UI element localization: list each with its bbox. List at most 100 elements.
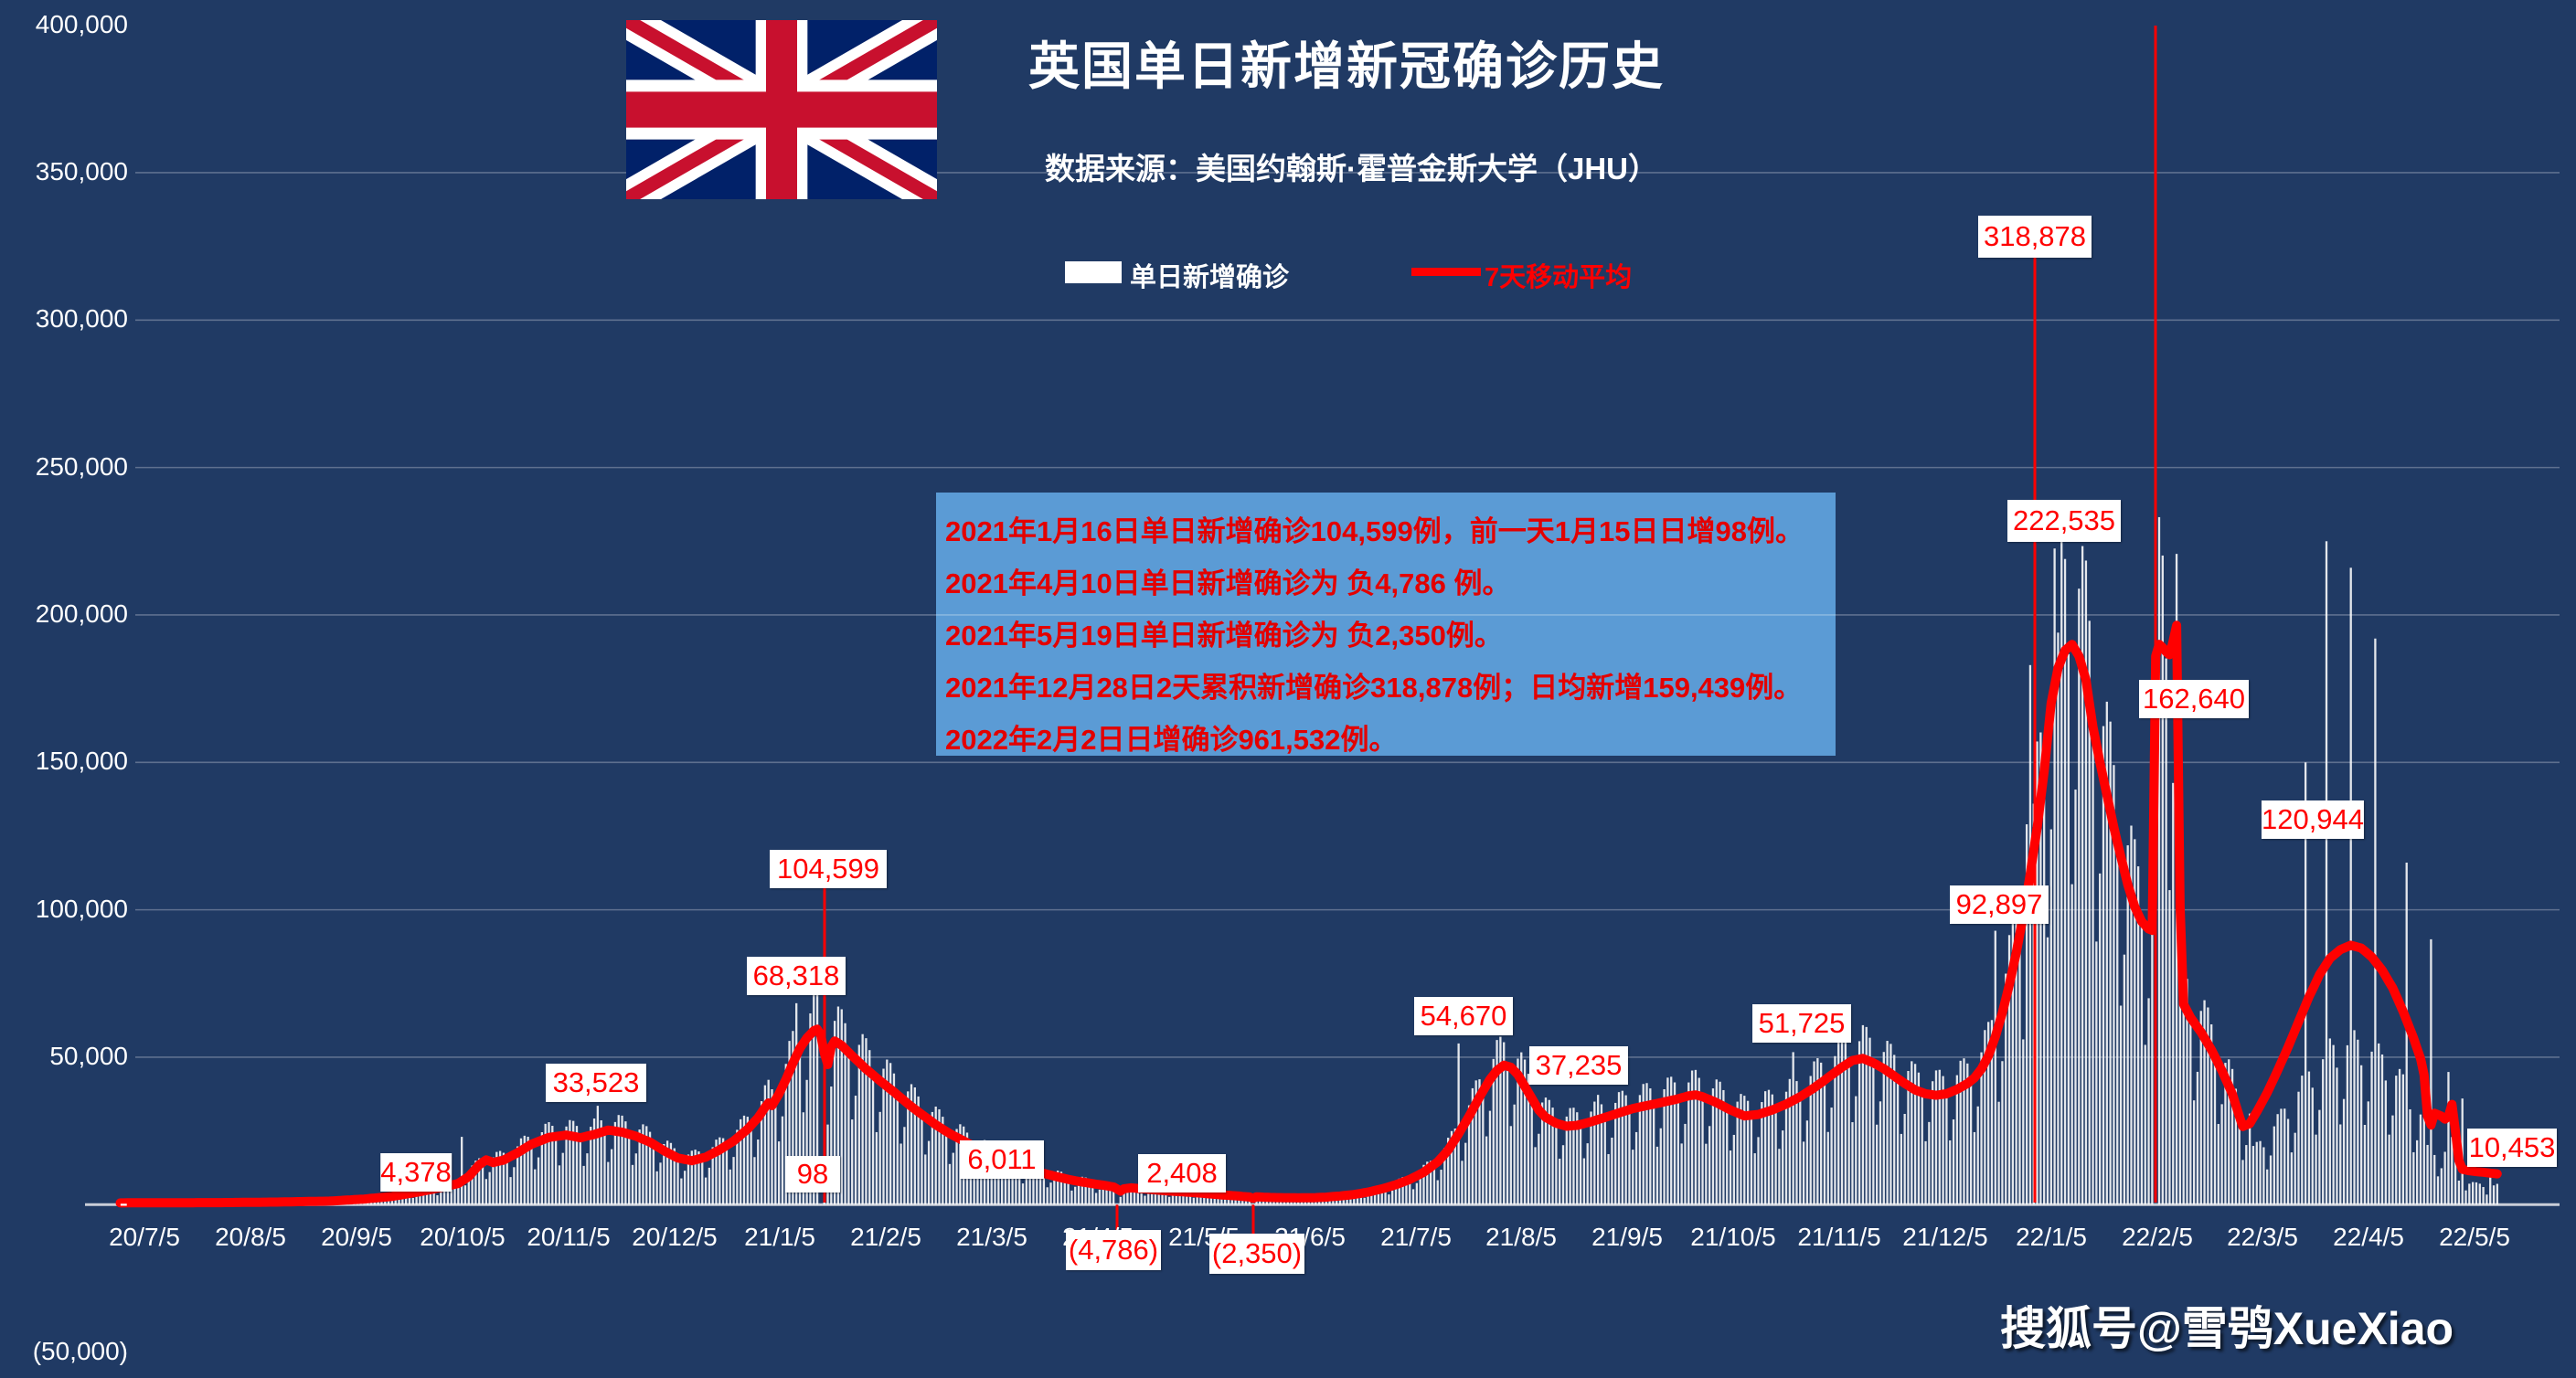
daily-bar bbox=[774, 1100, 777, 1205]
daily-bar bbox=[669, 1142, 673, 1205]
daily-bar bbox=[290, 1203, 293, 1205]
daily-bar bbox=[1711, 1088, 1715, 1205]
daily-bar bbox=[2067, 653, 2070, 1205]
daily-bar bbox=[1317, 1199, 1321, 1205]
daily-bar bbox=[579, 1138, 581, 1205]
daily-bar bbox=[2283, 1108, 2286, 1205]
daily-bar bbox=[2269, 1155, 2273, 1205]
daily-bar bbox=[844, 1023, 846, 1205]
daily-bar bbox=[2070, 884, 2073, 1205]
daily-bar bbox=[394, 1194, 397, 1205]
daily-bar bbox=[1109, 1182, 1112, 1205]
daily-bar bbox=[314, 1203, 317, 1205]
daily-bar bbox=[857, 1044, 860, 1205]
daily-bar bbox=[1680, 1143, 1683, 1205]
daily-bar bbox=[544, 1123, 547, 1205]
daily-bar bbox=[463, 1185, 467, 1205]
daily-bar bbox=[2134, 839, 2136, 1205]
daily-bar bbox=[2276, 1114, 2279, 1205]
daily-bar bbox=[1736, 1101, 1739, 1205]
x-tick-label: 21/3/5 bbox=[956, 1223, 1027, 1251]
daily-bar bbox=[478, 1158, 481, 1205]
daily-bar bbox=[1761, 1102, 1763, 1205]
daily-bar bbox=[2401, 1074, 2405, 1205]
daily-bar bbox=[415, 1195, 418, 1205]
daily-bar bbox=[1987, 1022, 1990, 1205]
y-tick-label: 200,000 bbox=[35, 599, 128, 628]
daily-bar bbox=[1074, 1186, 1077, 1205]
daily-bar bbox=[519, 1138, 523, 1205]
daily-bar bbox=[167, 1203, 171, 1205]
daily-bar bbox=[2241, 1160, 2244, 1205]
daily-bar bbox=[732, 1157, 735, 1205]
daily-bar bbox=[171, 1203, 174, 1205]
daily-bar bbox=[721, 1138, 725, 1205]
daily-bar bbox=[1565, 1116, 1568, 1205]
daily-bar bbox=[847, 1054, 850, 1205]
daily-bar bbox=[1634, 1131, 1638, 1205]
daily-bar bbox=[1126, 1186, 1129, 1205]
daily-bar bbox=[1405, 1176, 1408, 1205]
daily-bar bbox=[1070, 1190, 1073, 1205]
daily-bar bbox=[150, 1203, 153, 1205]
data-callout: 6,011 bbox=[960, 1140, 1044, 1179]
y-tick-label: 400,000 bbox=[35, 10, 128, 38]
daily-bar bbox=[2228, 1059, 2230, 1205]
daily-bar bbox=[1098, 1189, 1102, 1205]
daily-bar bbox=[1952, 1119, 1955, 1205]
daily-bar bbox=[1830, 1108, 1833, 1205]
daily-bar bbox=[272, 1202, 275, 1205]
daily-bar bbox=[457, 1183, 460, 1205]
daily-bar bbox=[680, 1178, 683, 1205]
daily-bar bbox=[1655, 1146, 1659, 1205]
daily-bar bbox=[2357, 1039, 2359, 1205]
daily-bar bbox=[2475, 1182, 2478, 1205]
daily-bar bbox=[1997, 1101, 2000, 1205]
daily-bar bbox=[1840, 1035, 1844, 1205]
daily-bar bbox=[1896, 1079, 1900, 1205]
daily-bar bbox=[146, 1203, 150, 1205]
daily-bar bbox=[1283, 1196, 1286, 1205]
daily-bar bbox=[1603, 1118, 1606, 1205]
daily-bar bbox=[1624, 1095, 1627, 1205]
legend-bar-label: 单日新增确诊 bbox=[1130, 263, 1290, 292]
daily-bar bbox=[286, 1202, 289, 1205]
daily-bar bbox=[2266, 1169, 2269, 1205]
daily-bar bbox=[763, 1085, 767, 1205]
daily-bar bbox=[903, 1127, 906, 1205]
daily-bar bbox=[586, 1153, 589, 1205]
daily-bar bbox=[303, 1201, 306, 1205]
daily-bar bbox=[1774, 1109, 1777, 1205]
daily-bar bbox=[1272, 1196, 1275, 1205]
daily-bar bbox=[2095, 941, 2098, 1205]
daily-bar bbox=[356, 1198, 358, 1205]
daily-bar bbox=[1377, 1186, 1380, 1205]
x-tick-label: 21/12/5 bbox=[1902, 1223, 1988, 1251]
daily-bar bbox=[2157, 516, 2161, 1205]
daily-bar bbox=[1771, 1094, 1773, 1205]
daily-bar bbox=[1820, 1062, 1823, 1205]
daily-bar bbox=[2415, 1140, 2419, 1205]
daily-bar bbox=[2259, 1140, 2262, 1205]
x-tick-label: 22/3/5 bbox=[2227, 1223, 2298, 1251]
x-tick-label: 21/2/5 bbox=[850, 1223, 921, 1251]
daily-bar bbox=[1021, 1183, 1025, 1205]
legend-bar-swatch bbox=[1065, 261, 1122, 283]
daily-bar bbox=[1102, 1182, 1104, 1205]
daily-bar bbox=[1893, 1055, 1896, 1205]
daily-bar bbox=[1482, 1092, 1485, 1205]
daily-bar bbox=[2273, 1126, 2275, 1205]
daily-bar bbox=[659, 1162, 662, 1205]
daily-bar bbox=[631, 1164, 634, 1205]
daily-bar bbox=[1241, 1200, 1244, 1205]
daily-bar bbox=[367, 1200, 369, 1205]
daily-bar bbox=[2028, 664, 2032, 1205]
daily-bar bbox=[1091, 1183, 1094, 1205]
daily-bar bbox=[2043, 776, 2046, 1205]
daily-bar bbox=[1607, 1153, 1610, 1205]
daily-bar bbox=[886, 1059, 889, 1205]
daily-bar bbox=[1879, 1101, 1882, 1205]
daily-bar bbox=[558, 1165, 561, 1205]
daily-bar bbox=[363, 1201, 366, 1205]
daily-bar bbox=[2102, 726, 2105, 1205]
